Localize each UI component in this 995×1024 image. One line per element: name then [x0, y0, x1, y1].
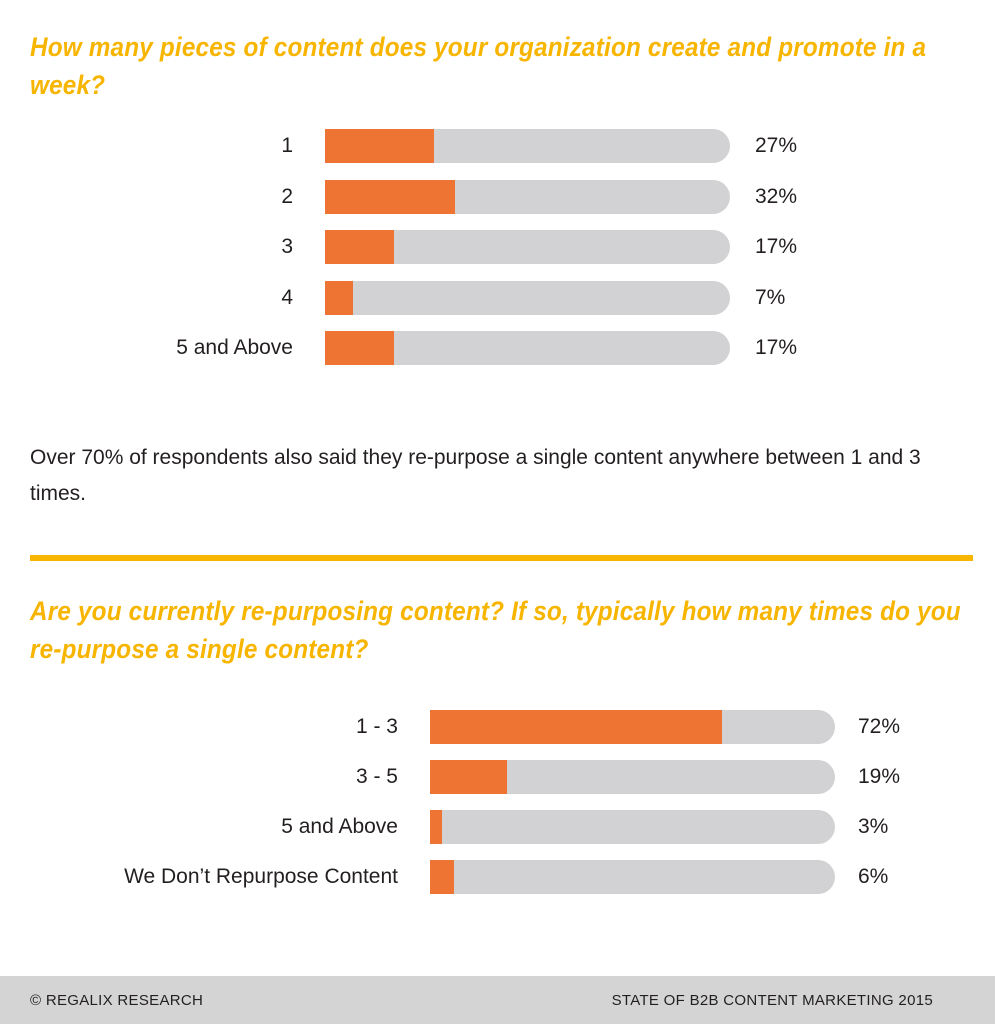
bar — [430, 760, 507, 794]
bar — [430, 810, 443, 844]
bar-track — [430, 760, 835, 794]
category-label: 1 - 3 — [355, 715, 398, 738]
bar — [325, 179, 455, 214]
value-label: 3% — [858, 815, 889, 838]
section-divider — [30, 555, 973, 561]
value-label: 27% — [755, 134, 798, 157]
value-label: 19% — [858, 765, 901, 788]
bar-track — [325, 280, 730, 315]
bar-track — [325, 129, 730, 163]
category-label: 4 — [281, 285, 293, 309]
chart-2-title: Are you currently re-purposing content? … — [30, 596, 961, 664]
summary-note: Over 70% of respondents also said they r… — [30, 446, 921, 505]
chart-1-title: How many pieces of content does your org… — [30, 32, 927, 100]
category-label: 3 - 5 — [355, 765, 398, 788]
value-label: 32% — [755, 184, 798, 208]
value-label: 72% — [858, 715, 901, 738]
bar — [325, 331, 394, 365]
footer-report-title: STATE OF B2B CONTENT MARKETING 2015 — [611, 991, 933, 1009]
bar-track — [430, 860, 835, 894]
bar — [325, 230, 394, 264]
bar-track — [325, 230, 730, 264]
bar — [430, 860, 455, 894]
category-label: 2 — [281, 184, 293, 208]
bar — [430, 710, 722, 744]
bar-track — [430, 710, 835, 744]
value-label: 17% — [755, 235, 798, 258]
value-label: 17% — [755, 336, 798, 359]
category-label: 1 — [281, 134, 293, 157]
value-label: 6% — [858, 865, 889, 888]
category-label: We Don’t Repurpose Content — [124, 865, 398, 888]
footer: © REGALIX RESEARCH STATE OF B2B CONTENT … — [0, 976, 995, 1024]
category-label: 3 — [281, 235, 293, 258]
bar-track — [325, 331, 730, 365]
bar-track — [430, 810, 835, 844]
category-label: 5 and Above — [281, 815, 398, 838]
footer-copyright: © REGALIX RESEARCH — [30, 991, 204, 1009]
bar — [325, 129, 435, 163]
value-label: 7% — [755, 285, 786, 309]
bar — [325, 280, 354, 315]
category-label: 5 and Above — [176, 336, 293, 359]
bar-track — [325, 179, 730, 214]
